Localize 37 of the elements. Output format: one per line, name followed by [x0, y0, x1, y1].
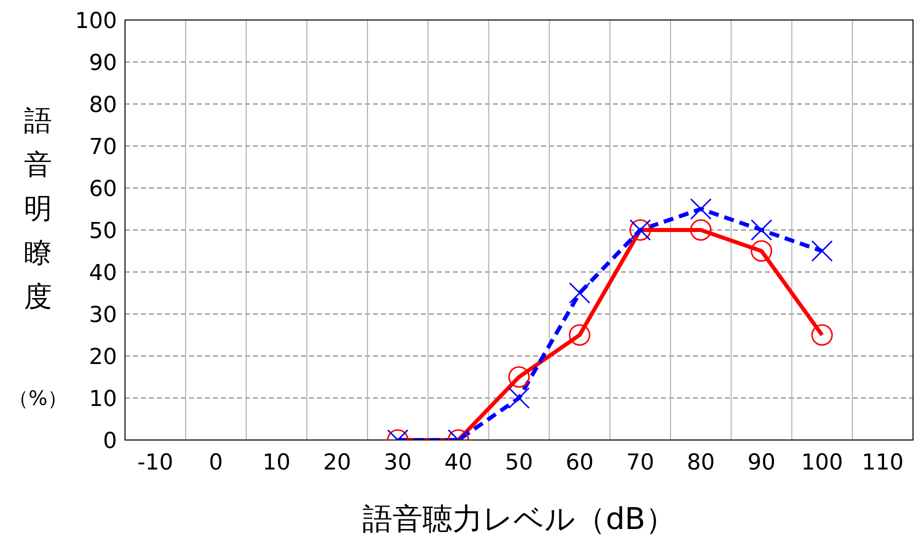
point: [750, 240, 772, 262]
y-tick-label: 50: [89, 218, 117, 244]
x-tick-label: 80: [686, 450, 715, 476]
y-tick-label: 30: [89, 302, 117, 328]
x-tick-label: 10: [262, 450, 291, 476]
x-tick-label: 110: [862, 450, 904, 476]
point: [568, 282, 590, 304]
y-tick-label: 60: [89, 176, 117, 202]
point: [508, 366, 530, 388]
y-tick-label: 10: [89, 386, 117, 412]
y-axis-title: 語音明瞭度: [24, 104, 52, 313]
x-tick-label: 50: [505, 450, 533, 476]
point: [690, 198, 712, 220]
x-tick-label: 70: [626, 450, 654, 476]
x-tick-label: 40: [444, 450, 472, 476]
text: （%）: [8, 386, 68, 410]
y-tick-label: 70: [89, 134, 117, 160]
x-tick-label: 0: [208, 450, 223, 476]
x-tick-label: 90: [747, 450, 776, 476]
x-tick-label: -10: [137, 450, 174, 476]
x-tick-label: 100: [801, 450, 844, 476]
y-tick-label: 100: [75, 8, 117, 34]
x-tick-label: 60: [566, 450, 594, 476]
point: [508, 387, 530, 409]
point: [690, 219, 712, 241]
point: [811, 324, 833, 346]
x-tick-label: 20: [323, 450, 352, 476]
y-tick-label: 40: [89, 260, 117, 286]
y-tick-label: 20: [89, 344, 117, 370]
x-tick-label: 30: [384, 450, 412, 476]
point: [568, 324, 590, 346]
y-tick-label: 80: [89, 92, 117, 118]
point: [811, 240, 833, 262]
y-tick-label: 90: [89, 50, 117, 76]
point: [750, 219, 772, 241]
y-tick-label: 0: [103, 428, 117, 454]
x-axis-title: 語音聴力レベル（dB）: [362, 502, 676, 537]
